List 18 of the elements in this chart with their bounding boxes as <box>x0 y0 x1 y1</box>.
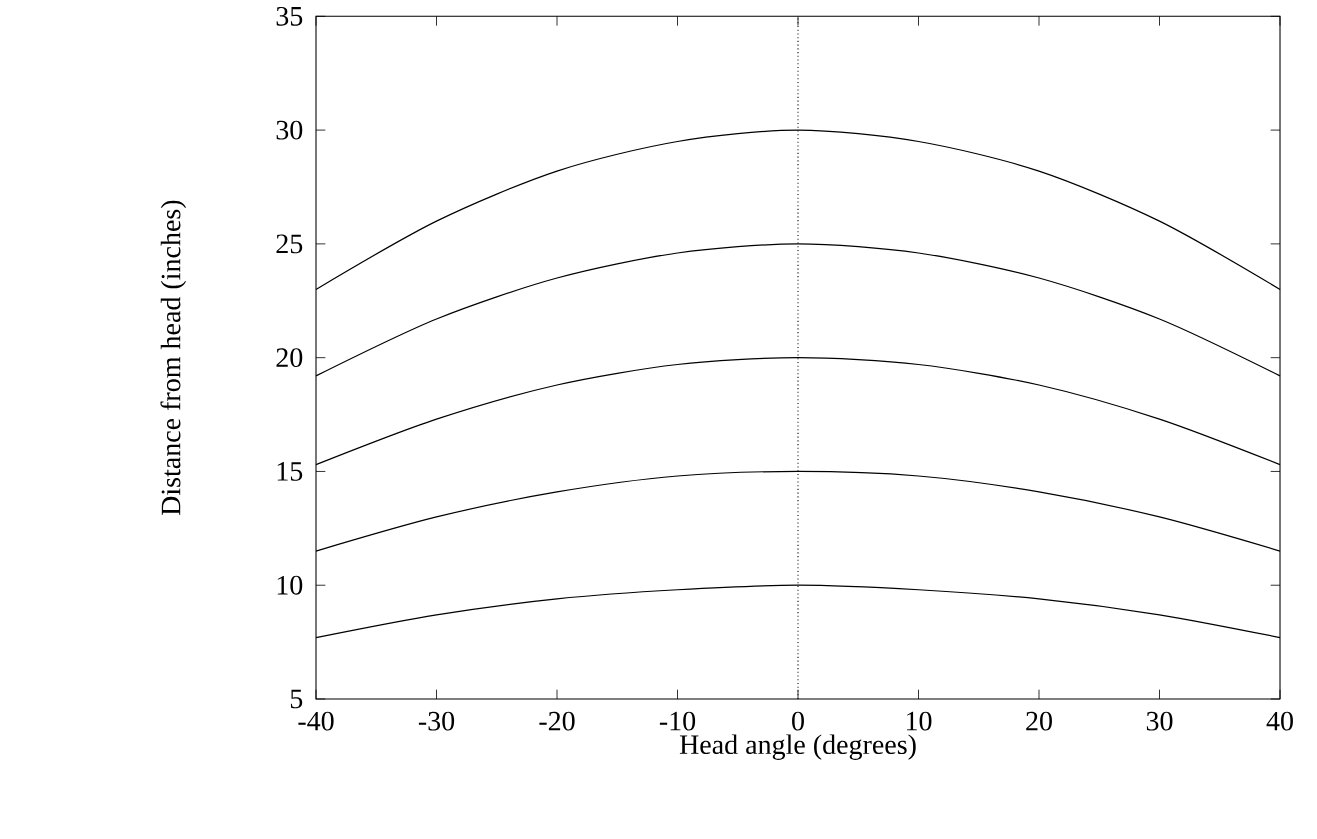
x-tick-label: 30 <box>1146 711 1173 731</box>
y-tick-label: 20 <box>276 348 303 368</box>
x-tick-label: -20 <box>539 711 575 731</box>
x-tick-label: -30 <box>418 711 455 731</box>
y-tick-label: 30 <box>276 120 303 140</box>
y-tick-label: 5 <box>290 689 303 709</box>
x-tick-label: 0 <box>792 711 804 731</box>
x-axis-title: Head angle (degrees) <box>679 734 916 760</box>
y-tick-label: 10 <box>277 575 303 595</box>
x-tick-label: -10 <box>659 711 696 731</box>
y-tick-label: 35 <box>276 6 303 26</box>
y-tick-label: 25 <box>276 234 303 254</box>
y-tick-label: 15 <box>277 462 303 481</box>
x-tick-label: 40 <box>1266 711 1293 731</box>
x-tick-label: 20 <box>1026 711 1052 731</box>
y-axis-title: Distance from head (inches) <box>160 200 187 516</box>
x-tick-label: -40 <box>298 711 334 731</box>
x-tick-label: 10 <box>906 711 932 731</box>
